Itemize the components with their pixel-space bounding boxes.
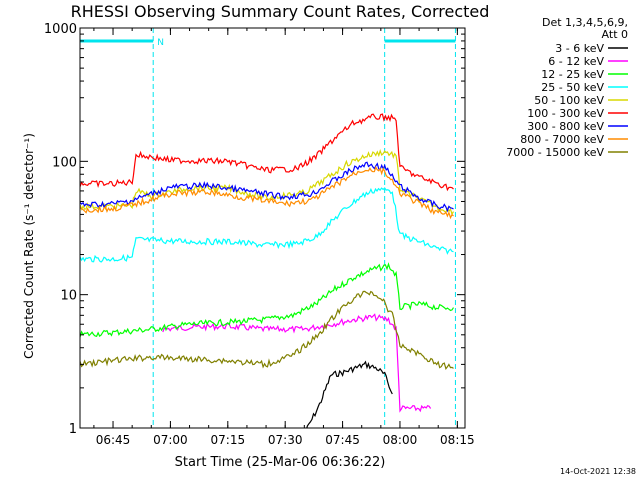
y-tick-label-3: 1000 [44, 22, 77, 37]
x-axis-label: Start Time (25-Mar-06 06:36:22) [175, 455, 386, 470]
series-line-8 [80, 290, 454, 370]
legend-label-2: 12 - 25 keV [541, 68, 604, 81]
x-tick-label-0: 06:45 [96, 433, 131, 447]
timestamp: 14-Oct-2021 12:38 [560, 467, 636, 476]
y-tick-label-0: 1 [69, 422, 77, 437]
legend-header-line-2: Att 0 [602, 28, 628, 41]
legend-label-5: 100 - 300 keV [527, 107, 604, 120]
plot-frame [79, 27, 466, 429]
legend-label-7: 800 - 7000 keV [520, 133, 604, 146]
legend-label-3: 25 - 50 keV [541, 81, 604, 94]
series-line-1 [162, 313, 432, 413]
legend-label-1: 6 - 12 keV [548, 55, 604, 68]
series-line-6 [80, 161, 454, 213]
x-tick-label-3: 07:30 [268, 433, 303, 447]
series-line-2 [80, 262, 455, 338]
chart-title: RHESSI Observing Summary Count Rates, Co… [71, 2, 490, 21]
series-line-4 [80, 149, 455, 216]
y-tick-label-1: 10 [60, 289, 77, 304]
x-tick-label-2: 07:15 [211, 433, 246, 447]
y-axis-label: Corrected Count Rate (s⁻¹ detector⁻¹) [22, 133, 36, 359]
series-lines [80, 113, 455, 428]
x-tick-label-5: 08:00 [383, 433, 418, 447]
x-tick-label-4: 07:45 [325, 433, 360, 447]
series-line-7 [80, 165, 454, 220]
plot-area: N [79, 27, 466, 429]
y-axis-ticks: 1 10 100 1000 [44, 22, 465, 437]
series-line-5 [80, 113, 454, 192]
legend-label-0: 3 - 6 keV [555, 42, 604, 55]
series-line-3 [80, 187, 454, 263]
y-tick-label-2: 100 [52, 155, 77, 170]
series-line-0 [306, 360, 393, 428]
flag-label: N [157, 38, 164, 48]
legend-header-line-1: Det 1,3,4,5,6,9, [542, 16, 628, 29]
x-axis-ticks: 06:45 07:00 07:15 07:30 07:45 08:00 08:15 [93, 28, 475, 447]
legend-label-6: 300 - 800 keV [527, 120, 604, 133]
legend-label-4: 50 - 100 keV [534, 94, 604, 107]
x-tick-label-6: 08:15 [440, 433, 475, 447]
legend-label-8: 7000 - 15000 keV [506, 146, 604, 159]
x-tick-label-1: 07:00 [153, 433, 188, 447]
